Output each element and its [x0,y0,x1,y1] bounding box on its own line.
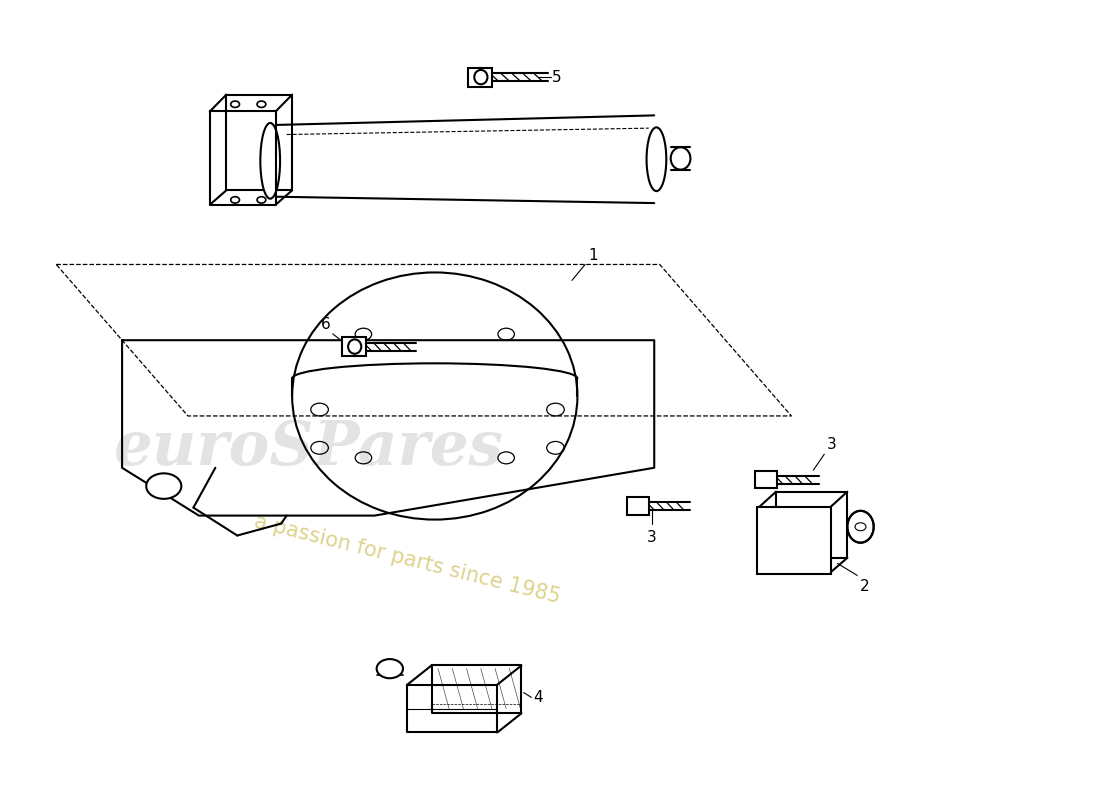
FancyBboxPatch shape [341,337,365,356]
Ellipse shape [376,659,403,678]
FancyBboxPatch shape [468,67,492,86]
Text: a passion for parts since 1985: a passion for parts since 1985 [252,512,562,607]
Ellipse shape [647,127,667,191]
Ellipse shape [146,474,182,499]
Ellipse shape [671,147,691,170]
Text: euroSPares: euroSPares [113,418,504,478]
FancyBboxPatch shape [756,471,777,489]
Text: 6: 6 [321,318,331,332]
Text: 4: 4 [534,690,543,705]
Ellipse shape [261,123,280,198]
FancyBboxPatch shape [627,498,649,515]
Text: 2: 2 [859,579,869,594]
Text: 3: 3 [826,437,836,452]
FancyBboxPatch shape [758,507,830,574]
Ellipse shape [847,511,873,542]
Text: 5: 5 [552,70,562,85]
Text: 3: 3 [647,530,657,545]
Text: 1: 1 [588,248,598,263]
